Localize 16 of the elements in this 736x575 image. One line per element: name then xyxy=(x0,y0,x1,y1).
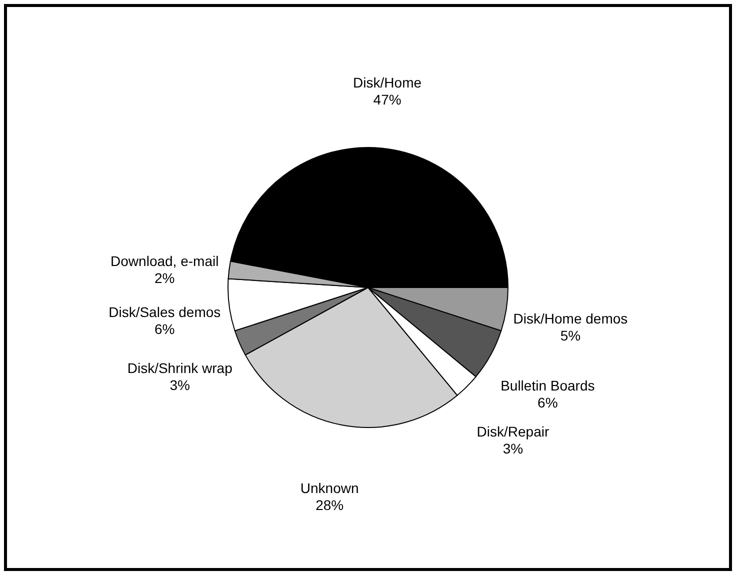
slice-label: Disk/Home xyxy=(353,74,422,90)
data-label: 2% xyxy=(154,270,175,286)
data-label: 6% xyxy=(538,394,558,410)
slice-label: Bulletin Boards xyxy=(500,377,595,394)
data-label: 6% xyxy=(154,321,175,338)
data-label: 3% xyxy=(170,376,190,393)
slice-label: Download, e-mail xyxy=(110,252,219,269)
data-label: 5% xyxy=(560,328,581,344)
slice-label: Disk/Home demos xyxy=(513,310,628,327)
slice-label: Disk/Sales demos xyxy=(108,304,221,320)
slice-label: Unknown xyxy=(300,480,359,496)
data-label: 3% xyxy=(502,440,524,456)
data-label: 47% xyxy=(373,91,402,108)
data-label: 28% xyxy=(316,496,344,513)
slice-label: Disk/Repair xyxy=(476,423,550,440)
slice-label: Disk/Shrink wrap xyxy=(127,360,233,376)
